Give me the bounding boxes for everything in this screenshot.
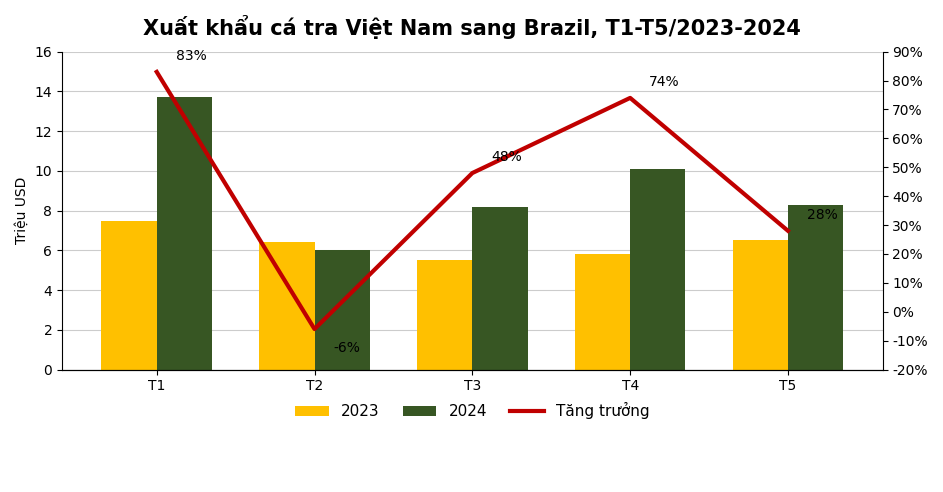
Text: 74%: 74%	[649, 75, 680, 89]
Tăng trưởng	[309, 326, 321, 332]
Y-axis label: Triệu USD: Triệu USD	[15, 177, 29, 244]
Text: 28%: 28%	[807, 208, 837, 222]
Bar	[733, 241, 788, 369]
Bar	[417, 260, 472, 369]
Bar	[259, 243, 315, 369]
Legend: 2023, 2024, Tăng trưởng: 2023, 2024, Tăng trưởng	[290, 396, 655, 426]
Tăng trưởng	[624, 95, 636, 101]
Tăng trưởng	[151, 69, 162, 75]
Bar	[472, 207, 527, 369]
Tăng trưởng	[783, 228, 794, 234]
Bar	[315, 250, 370, 369]
Bar	[575, 254, 630, 369]
Bar	[102, 220, 157, 369]
Bar	[157, 97, 212, 369]
Text: -6%: -6%	[334, 340, 360, 355]
Bar	[630, 169, 686, 369]
Tăng trưởng	[467, 170, 478, 176]
Title: Xuất khẩu cá tra Việt Nam sang Brazil, T1-T5/2023-2024: Xuất khẩu cá tra Việt Nam sang Brazil, T…	[143, 15, 802, 39]
Text: 48%: 48%	[491, 151, 522, 164]
Text: 83%: 83%	[175, 49, 207, 63]
Bar	[788, 205, 843, 369]
Line: Tăng trưởng: Tăng trưởng	[157, 72, 788, 329]
